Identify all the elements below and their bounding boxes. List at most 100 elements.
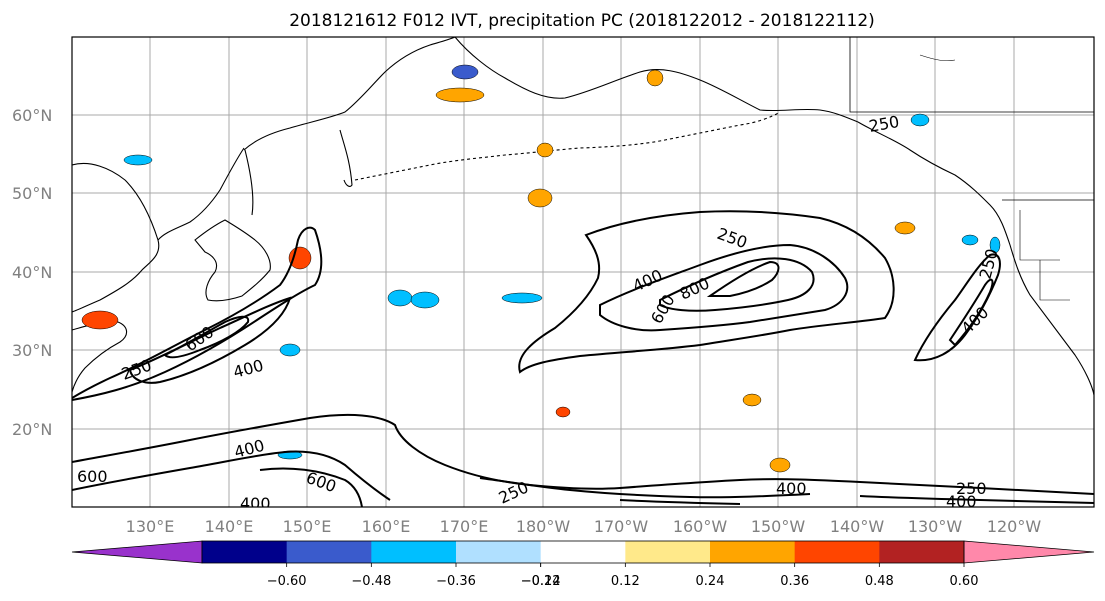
precip-positive-hawaii-area — [769, 457, 791, 473]
precip-negative-nw-us — [961, 234, 979, 246]
colorbar-tick-label: 0.36 — [780, 574, 809, 589]
colorbar-cell — [794, 541, 880, 563]
contour-label: 250 — [956, 479, 987, 498]
precip-positive-siberia — [435, 87, 485, 103]
colorbar-tick-label: −0.24 — [521, 574, 561, 589]
lon-label: 170°E — [440, 517, 489, 536]
lon-label: 130°W — [908, 517, 963, 536]
colorbar-tick-label: −0.36 — [436, 574, 476, 589]
colorbar-tick-label: 0.48 — [865, 574, 894, 589]
coast-siberia — [243, 37, 456, 151]
latitude-labels: 60°N 50°N 40°N 30°N 20°N — [12, 106, 52, 439]
precip-positive-east-pacific — [894, 221, 916, 235]
precip-negative-central-3 — [501, 292, 543, 304]
lon-label: 130°E — [126, 517, 175, 536]
lon-label: 140°W — [830, 517, 885, 536]
colorbar-tick-label: 0.24 — [696, 574, 725, 589]
precip-negative-california — [989, 236, 1001, 254]
colorbar-tick-label: −0.48 — [351, 574, 391, 589]
lon-label: 180°W — [516, 517, 571, 536]
contour-label: 400 — [240, 494, 271, 513]
coast-russia-east — [157, 147, 245, 241]
colorbar-tick-label: 0.60 — [950, 574, 979, 589]
lon-label: 140°E — [205, 517, 254, 536]
colorbar: −0.60 −0.48 −0.36 −0.24−0.12 0.12 0.24 0.36 0.4… — [71, 540, 1095, 589]
precip-negative-central-1 — [387, 289, 413, 307]
ivt-contour-400-central — [599, 243, 849, 332]
lat-label-30n: 30°N — [12, 341, 52, 360]
contour-label: 400 — [946, 492, 977, 511]
colorbar-ticks: −0.60 −0.48 −0.36 −0.24−0.12 0.12 0.24 0.36 0.4… — [267, 563, 979, 589]
ivt-contour-400-south-east — [859, 495, 1094, 504]
precip-negative-central-2 — [410, 291, 440, 309]
precip-negative-siberia — [451, 64, 479, 80]
coast-sakhalin — [244, 149, 254, 216]
lat-label-40n: 40°N — [12, 263, 52, 282]
lon-label: 170°W — [594, 517, 649, 536]
ivt-contour-400-south-mid — [479, 477, 811, 499]
ivt-contour-400-south — [72, 450, 391, 501]
coast-japan — [194, 219, 271, 302]
ivt-contour-600-west — [163, 315, 250, 359]
precip-positive-bering-2 — [536, 142, 554, 158]
colorbar-outline — [201, 540, 965, 564]
ivt-contours — [72, 210, 1094, 507]
ivt-contour-600-south-mid — [619, 499, 741, 505]
ivt-contour-600-central — [659, 257, 815, 312]
coast-alaska — [454, 37, 859, 123]
colorbar-cell — [286, 541, 372, 563]
border-us-states — [1019, 210, 1070, 301]
precip-positive-japan — [288, 246, 312, 270]
ivt-contour-250-west — [72, 226, 323, 401]
precip-pc-shading — [81, 64, 1001, 473]
precip-positive-east-china — [81, 310, 119, 330]
ivt-contour-600-south — [259, 467, 363, 507]
colorbar-tick-label: −0.12 — [521, 574, 561, 589]
lat-label-50n: 50°N — [12, 184, 52, 203]
lon-label: 160°W — [673, 517, 728, 536]
map-panel: 250 400 600 800 250 400 600 400 250 400 … — [71, 36, 1095, 513]
precip-positive-tropics — [555, 406, 571, 418]
colorbar-tick-label: −0.60 — [267, 574, 307, 589]
colorbar-extend-high — [963, 540, 1095, 564]
gridlines — [72, 37, 1094, 507]
colorbar-extend-low — [71, 540, 203, 564]
lon-label: 150°W — [751, 517, 806, 536]
precip-negative-bc-coast — [910, 113, 930, 127]
ivt-contour-800-central — [706, 260, 780, 297]
lon-label: 120°W — [987, 517, 1042, 536]
border-canada-province — [919, 54, 956, 62]
coast-kamchatka — [339, 129, 353, 187]
ivt-contour-250-central — [518, 210, 895, 374]
contour-label: 600 — [77, 467, 108, 486]
precip-positive-bering — [527, 188, 553, 208]
colorbar-tick-label: 0.12 — [611, 574, 640, 589]
longitude-labels: 130°E 140°E 150°E 160°E 170°E 180°W 170°… — [126, 517, 1042, 536]
ivt-contour-250-east — [913, 253, 1001, 362]
precip-positive-alaska — [646, 69, 664, 87]
coast-asia-mainland — [72, 162, 160, 313]
lon-label: 160°E — [362, 517, 411, 536]
map-frame — [71, 36, 1095, 508]
coast-north-america — [857, 121, 1094, 396]
colorbar-cell — [710, 541, 796, 563]
ivt-contour-400-east — [948, 278, 994, 347]
colorbar-cell — [202, 541, 288, 563]
colorbar-cell — [625, 541, 711, 563]
colorbar-cells — [71, 540, 1095, 564]
precip-negative-japan-south — [279, 343, 301, 357]
precip-negative-okhotsk — [123, 154, 153, 166]
lat-label-60n: 60°N — [12, 106, 52, 125]
lat-label-20n: 20°N — [12, 420, 52, 439]
colorbar-cell — [456, 541, 542, 563]
border-canada-alaska — [849, 37, 1094, 113]
lon-label: 150°E — [283, 517, 332, 536]
ivt-contour-400-west — [128, 296, 292, 384]
colorbar-cell — [540, 541, 626, 563]
precip-positive-tropics-2 — [742, 393, 762, 407]
colorbar-cell — [371, 541, 457, 563]
contour-label: 400 — [776, 479, 807, 498]
coastlines — [72, 37, 1094, 396]
figure-title: 2018121612 F012 IVT, precipitation PC (2… — [289, 11, 875, 31]
